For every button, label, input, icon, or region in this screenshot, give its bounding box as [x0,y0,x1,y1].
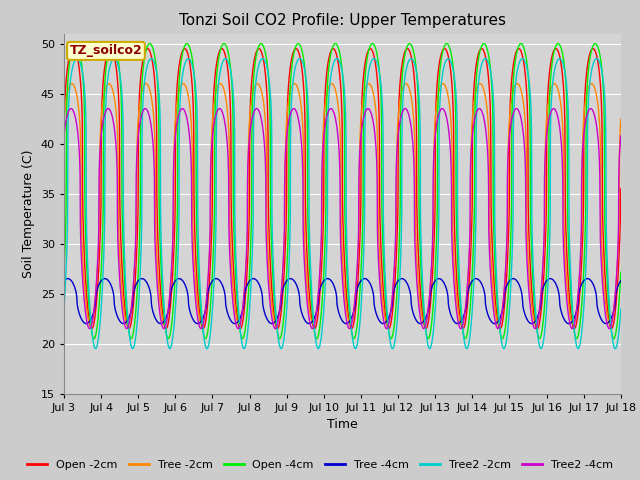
Open -4cm [274,331,282,336]
Tree -2cm [68,81,76,86]
Open -4cm [72,41,79,47]
Open -4cm [157,258,164,264]
Open -2cm [70,46,77,51]
Tree2 -2cm [617,306,625,312]
Tree2 -4cm [546,112,554,118]
Tree -4cm [298,310,306,316]
Line: Tree -4cm: Tree -4cm [64,278,621,324]
Open -4cm [60,269,68,275]
Tree2 -2cm [124,314,132,320]
Open -2cm [606,323,614,329]
Tree2 -4cm [274,320,282,325]
Tree -4cm [157,321,164,326]
Line: Tree2 -2cm: Tree2 -2cm [64,59,621,348]
Tree -2cm [60,116,68,122]
Open -4cm [124,320,132,326]
Tree2 -4cm [617,133,625,139]
Tree -4cm [617,278,625,284]
Tree2 -2cm [157,221,164,227]
Tree -4cm [546,276,554,281]
Title: Tonzi Soil CO2 Profile: Upper Temperatures: Tonzi Soil CO2 Profile: Upper Temperatur… [179,13,506,28]
Tree -2cm [606,321,614,326]
Tree -2cm [157,305,164,311]
Tree -4cm [64,276,72,281]
Tree -4cm [602,321,610,326]
Open -4cm [298,47,306,53]
Line: Tree2 -4cm: Tree2 -4cm [64,108,621,329]
X-axis label: Time: Time [327,418,358,431]
Open -2cm [124,324,132,329]
Open -2cm [60,186,68,192]
Open -2cm [157,290,164,296]
Open -4cm [606,318,614,324]
Open -2cm [607,326,615,332]
Tree2 -4cm [606,325,614,331]
Open -4cm [617,269,625,275]
Tree -2cm [617,116,625,122]
Tree2 -4cm [605,326,613,332]
Tree -2cm [606,321,614,326]
Tree2 -4cm [157,316,164,322]
Tree2 -4cm [124,325,132,331]
Open -4cm [610,336,618,341]
Line: Tree -2cm: Tree -2cm [64,84,621,324]
Line: Open -4cm: Open -4cm [64,44,621,338]
Open -4cm [546,84,554,89]
Tree2 -2cm [274,331,282,336]
Tree2 -2cm [298,58,306,63]
Open -2cm [298,65,306,71]
Tree2 -2cm [611,346,619,351]
Tree -2cm [298,110,306,116]
Tree2 -4cm [298,146,306,152]
Text: TZ_soilco2: TZ_soilco2 [70,44,142,58]
Legend: Open -2cm, Tree -2cm, Open -4cm, Tree -4cm, Tree2 -2cm, Tree2 -4cm: Open -2cm, Tree -2cm, Open -4cm, Tree -4… [23,456,617,474]
Tree2 -2cm [606,312,614,317]
Tree2 -4cm [60,133,68,139]
Line: Open -2cm: Open -2cm [64,48,621,329]
Tree -4cm [60,278,68,284]
Tree -4cm [274,314,282,320]
Tree -2cm [124,321,132,326]
Y-axis label: Soil Temperature (C): Soil Temperature (C) [22,149,35,278]
Tree -4cm [606,317,614,323]
Tree2 -2cm [546,220,554,226]
Tree2 -2cm [60,306,68,312]
Tree -4cm [124,317,132,323]
Open -2cm [546,65,554,71]
Open -2cm [617,186,625,192]
Tree2 -2cm [73,56,81,61]
Tree -2cm [546,89,554,95]
Open -2cm [274,325,282,331]
Tree2 -4cm [67,106,75,111]
Tree -2cm [274,318,282,324]
